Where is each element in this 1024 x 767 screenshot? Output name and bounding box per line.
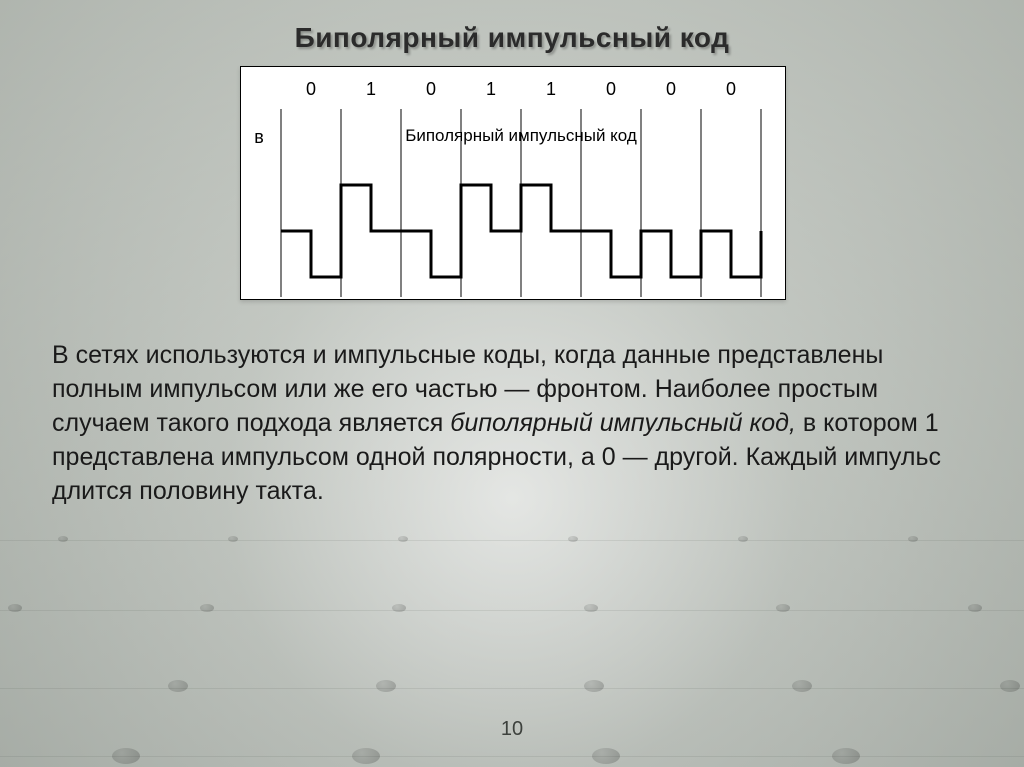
svg-text:в: в	[254, 127, 264, 147]
body-text: В сетях используются и импульсные коды, …	[52, 338, 962, 508]
svg-text:0: 0	[606, 79, 616, 99]
svg-text:0: 0	[306, 79, 316, 99]
body-em: биполярный импульсный код,	[450, 409, 796, 437]
svg-text:1: 1	[546, 79, 556, 99]
svg-text:0: 0	[666, 79, 676, 99]
svg-text:Биполярный импульсный код: Биполярный импульсный код	[405, 126, 637, 145]
page-number: 10	[0, 718, 1024, 741]
svg-text:0: 0	[726, 79, 736, 99]
slide: Биполярный импульсный код 01011000вБипол…	[0, 0, 1024, 767]
svg-text:1: 1	[366, 79, 376, 99]
svg-text:1: 1	[486, 79, 496, 99]
page-title: Биполярный импульсный код	[0, 22, 1024, 54]
svg-text:0: 0	[426, 79, 436, 99]
encoding-diagram: 0 1 0 1 1 0 0 0 в Биполярный импульсный код	[240, 66, 786, 300]
